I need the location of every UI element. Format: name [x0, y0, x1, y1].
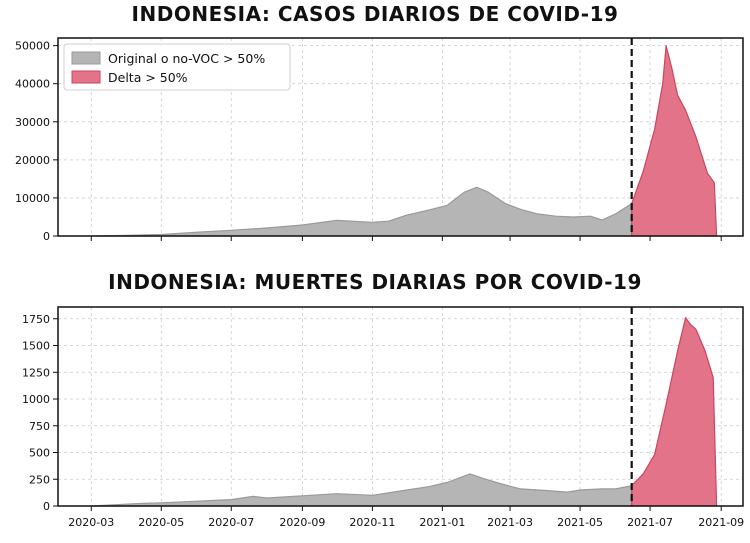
y-tick-label: 1000: [22, 393, 50, 406]
x-tick-label: 2021-09: [698, 516, 744, 529]
y-tick-label: 40000: [15, 78, 50, 91]
x-tick-label: 2020-05: [138, 516, 184, 529]
y-tick-label: 10000: [15, 192, 50, 205]
plot-frame: [57, 37, 744, 237]
legend-swatch-delta: [71, 70, 101, 84]
y-tick-label: 0: [43, 500, 50, 513]
x-tick-label: 2020-07: [208, 516, 254, 529]
y-tick-label: 1750: [22, 313, 50, 326]
y-tick-label: 30000: [15, 116, 50, 129]
chart-title-deaths: INDONESIA: MUERTES DIARIAS POR COVID-19: [108, 270, 642, 294]
series-area-original: [90, 186, 633, 237]
legend-label-delta: Delta > 50%: [108, 70, 188, 85]
chart-title-cases: INDONESIA: CASOS DIARIOS DE COVID-19: [131, 2, 619, 26]
x-tick-label: 2021-05: [557, 516, 603, 529]
y-tick-label: 250: [29, 473, 50, 486]
series-area-delta: [631, 45, 718, 237]
x-tick-label: 2020-11: [349, 516, 395, 529]
series-area-delta: [631, 317, 718, 507]
x-tick-label: 2021-03: [487, 516, 533, 529]
y-tick-label: 50000: [15, 40, 50, 53]
x-tick-label: 2020-09: [279, 516, 325, 529]
series-area-original: [90, 473, 633, 507]
legend-swatch-original: [71, 51, 101, 65]
y-tick-label: 1250: [22, 366, 50, 379]
y-tick-label: 750: [29, 420, 50, 433]
x-tick-label: 2021-07: [627, 516, 673, 529]
x-tick-label: 2020-03: [68, 516, 114, 529]
x-tick-label: 2021-01: [419, 516, 465, 529]
y-tick-label: 1500: [22, 340, 50, 353]
y-tick-label: 0: [43, 230, 50, 243]
plot-frame: [57, 306, 744, 507]
legend-box: [63, 43, 291, 91]
y-tick-label: 20000: [15, 154, 50, 167]
legend-label-original: Original o no-VOC > 50%: [108, 51, 265, 66]
y-tick-label: 500: [29, 447, 50, 460]
